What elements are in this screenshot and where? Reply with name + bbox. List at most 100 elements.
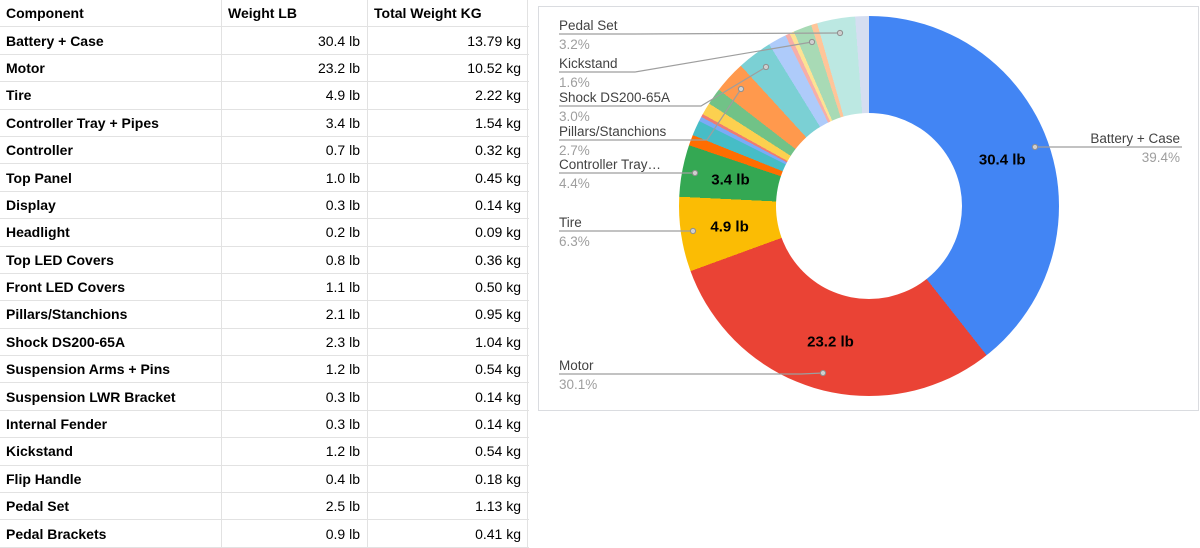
callout-dot [689,227,697,235]
table-cell[interactable]: 1.2 lb [222,356,368,383]
callout-dot [819,369,827,377]
table-cell[interactable]: 2.3 lb [222,328,368,356]
table-cell[interactable]: 13.79 kg [368,27,528,54]
table-cell[interactable]: Internal Fender [0,410,222,438]
callout-dot [762,63,770,71]
table-cell[interactable]: 1.2 lb [222,438,368,465]
table-cell[interactable]: Headlight [0,219,222,246]
table-cell[interactable]: 0.50 kg [368,273,528,301]
table-cell[interactable]: Tire [0,82,222,109]
table-cell[interactable]: Suspension LWR Bracket [0,383,222,410]
table-cell[interactable]: 0.32 kg [368,136,528,164]
callout-dot [1031,143,1039,151]
callout-percent: 6.3% [559,234,590,249]
table-row: Controller 0.7 lb 0.32 kg [0,136,529,165]
callout-label: Battery + Case [1090,131,1180,146]
table-row: Top LED Covers 0.8 lb 0.36 kg [0,246,529,274]
table-cell[interactable]: 4.9 lb [222,82,368,109]
table-cell[interactable]: 0.7 lb [222,136,368,164]
table-cell[interactable]: 1.54 kg [368,109,528,136]
table-cell[interactable]: 0.41 kg [368,520,528,547]
table-cell[interactable]: Display [0,191,222,219]
slice-value-label: 3.4 lb [711,171,750,189]
table-row: Motor 23.2 lb 10.52 kg [0,54,529,83]
table-cell[interactable]: Suspension Arms + Pins [0,356,222,383]
callout-percent: 3.2% [559,37,590,52]
table-cell[interactable]: Pedal Brackets [0,520,222,547]
table-cell[interactable]: Top Panel [0,164,222,191]
table-row: Shock DS200-65A 2.3 lb 1.04 kg [0,328,529,357]
table-cell[interactable]: 0.54 kg [368,356,528,383]
callout-dot [808,38,816,46]
table-row: Internal Fender 0.3 lb 0.14 kg [0,410,529,439]
table-cell[interactable]: 10.52 kg [368,54,528,82]
table-cell[interactable]: 0.09 kg [368,219,528,246]
table-cell[interactable]: Pillars/Stanchions [0,301,222,328]
table-row: Pillars/Stanchions 2.1 lb 0.95 kg [0,301,529,329]
callout-label: Tire [559,215,582,230]
table-cell[interactable]: 0.45 kg [368,164,528,191]
table-cell[interactable]: 30.4 lb [222,27,368,54]
table-cell[interactable]: 0.8 lb [222,246,368,273]
table-cell[interactable]: 1.0 lb [222,164,368,191]
table-cell[interactable]: 23.2 lb [222,54,368,82]
table-cell[interactable]: 0.3 lb [222,383,368,410]
component-table: Component Weight LB Total Weight KG Battery… [0,0,529,548]
table-cell[interactable]: 0.3 lb [222,191,368,219]
table-cell[interactable]: Controller Tray + Pipes [0,109,222,136]
callout-percent: 1.6% [559,75,590,90]
table-cell[interactable]: 2.5 lb [222,493,368,520]
callout-percent: 3.0% [559,109,590,124]
table-cell[interactable]: 0.3 lb [222,410,368,438]
table-row: Flip Handle 0.4 lb 0.18 kg [0,465,529,494]
table-cell[interactable]: 1.13 kg [368,493,528,520]
table-cell[interactable]: 3.4 lb [222,109,368,136]
callout-line [559,32,841,35]
header-cell[interactable]: Component [0,0,222,27]
table-row: Kickstand 1.2 lb 0.54 kg [0,438,529,466]
table-cell[interactable]: Kickstand [0,438,222,465]
table-cell[interactable]: Top LED Covers [0,246,222,273]
table-cell[interactable]: Motor [0,54,222,82]
donut-hole [776,113,962,299]
callout-label: Kickstand [559,56,618,71]
table-cell[interactable]: Flip Handle [0,465,222,493]
table-cell[interactable]: 1.04 kg [368,328,528,356]
table-row: Tire 4.9 lb 2.22 kg [0,82,529,110]
table-cell[interactable]: Controller [0,136,222,164]
table-cell[interactable]: 0.4 lb [222,465,368,493]
table-cell[interactable]: 0.36 kg [368,246,528,273]
header-cell[interactable]: Weight LB [222,0,368,27]
table-cell[interactable]: 0.14 kg [368,383,528,410]
table-cell[interactable]: 2.22 kg [368,82,528,109]
table-cell[interactable]: 1.1 lb [222,273,368,301]
table-cell[interactable]: Shock DS200-65A [0,328,222,356]
table-cell[interactable]: 0.95 kg [368,301,528,328]
slice-value-label: 30.4 lb [978,151,1026,169]
table-cell[interactable]: 0.14 kg [368,410,528,438]
callout-dot [836,29,844,37]
table-cell[interactable]: 0.54 kg [368,438,528,465]
table-row: Front LED Covers 1.1 lb 0.50 kg [0,273,529,302]
callout-percent: 2.7% [559,143,590,158]
table-cell[interactable]: 0.9 lb [222,520,368,547]
table-row: Suspension LWR Bracket 0.3 lb 0.14 kg [0,383,529,411]
callout-label: Motor [559,358,594,373]
table-cell[interactable]: 0.2 lb [222,219,368,246]
callout-label: Controller Tray… [559,157,662,172]
table-cell[interactable]: 2.1 lb [222,301,368,328]
weights-pie-chart[interactable]: 30.4 lb 23.2 lb 4.9 lb 3.4 lb Pedal Set 3.2% K… [538,6,1199,411]
slice-value-label: 23.2 lb [807,333,854,351]
callout-percent: 39.4% [1141,150,1180,165]
header-cell[interactable]: Total Weight KG [368,0,528,27]
table-row: Pedal Set 2.5 lb 1.13 kg [0,493,529,521]
table-cell[interactable]: 0.18 kg [368,465,528,493]
table-cell[interactable]: Pedal Set [0,493,222,520]
table-cell[interactable]: Front LED Covers [0,273,222,301]
table-row: Headlight 0.2 lb 0.09 kg [0,219,529,247]
callout-percent: 4.4% [559,176,590,191]
table-cell[interactable]: 0.14 kg [368,191,528,219]
table-cell[interactable]: Battery + Case [0,27,222,54]
callout-dot [737,85,745,93]
